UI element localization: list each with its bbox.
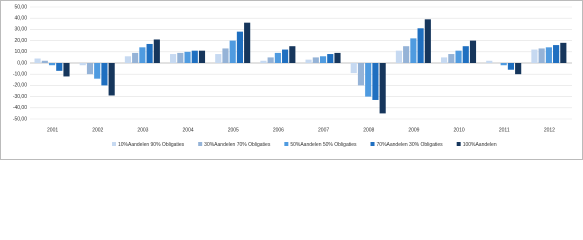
- bar: [260, 60, 267, 63]
- x-tick-label: 2002: [92, 127, 103, 133]
- legend-swatch: [198, 142, 203, 146]
- y-tick-label: 20,00: [14, 38, 27, 44]
- legend-label: 30%Aandelen 70% Obligaties: [204, 142, 271, 148]
- bar: [403, 46, 410, 63]
- bar: [448, 54, 455, 63]
- bar: [372, 63, 379, 100]
- legend-label: 50%Aandelen 50% Obligaties: [290, 142, 357, 148]
- bar: [538, 48, 545, 63]
- y-tick-label: -20,00: [13, 83, 27, 89]
- x-tick-label: 2008: [363, 127, 374, 133]
- bar: [560, 42, 567, 63]
- bar: [41, 60, 48, 63]
- bar: [515, 63, 522, 75]
- bar: [79, 63, 86, 66]
- bar: [305, 59, 312, 63]
- legend-label: 10%Aandelen 90% Obligaties: [118, 142, 185, 148]
- y-tick-label: 50,00: [14, 4, 27, 10]
- bar: [34, 58, 41, 63]
- bar: [244, 22, 251, 63]
- bar: [357, 63, 365, 86]
- legend-swatch: [456, 142, 461, 146]
- bar: [132, 52, 139, 63]
- bar: [48, 63, 56, 66]
- bar: [153, 39, 160, 63]
- y-tick-label: 40,00: [14, 16, 27, 22]
- legend-swatch: [284, 142, 289, 146]
- bar: [486, 60, 493, 63]
- bar: [198, 50, 206, 63]
- bar: [229, 40, 236, 63]
- bar: [410, 38, 417, 63]
- x-tick-label: 2006: [273, 127, 284, 133]
- bar: [312, 57, 319, 63]
- chart: -50,00 -40,00 -30,00 -20,00 -10,00 0,00 10,00 2…: [0, 0, 583, 160]
- y-tick-label: -30,00: [13, 94, 27, 100]
- y-tick-label: 0,00: [17, 60, 27, 66]
- x-tick-label: 2012: [544, 127, 555, 133]
- bar: [191, 50, 198, 63]
- bar: [56, 63, 63, 71]
- bar: [146, 43, 153, 63]
- bar: [462, 46, 469, 63]
- y-tick-label: 30,00: [14, 27, 27, 33]
- bar: [177, 52, 184, 63]
- bar: [319, 56, 327, 63]
- bar: [274, 52, 281, 63]
- bar: [184, 51, 191, 63]
- legend-swatch: [370, 142, 375, 146]
- y-tick-label: -40,00: [13, 105, 27, 111]
- x-tick-label: 2009: [408, 127, 419, 133]
- x-tick-label: 2003: [137, 127, 148, 133]
- bar: [108, 63, 115, 96]
- bar: [395, 50, 402, 63]
- bar: [500, 63, 507, 66]
- x-tick-label: 2010: [454, 127, 465, 133]
- x-tick-label: 2005: [228, 127, 239, 133]
- bar: [94, 63, 101, 79]
- bar: [507, 63, 515, 70]
- bar: [282, 49, 289, 63]
- y-tick-label: 10,00: [14, 49, 27, 55]
- legend-label: 100%Aandelen: [463, 142, 497, 148]
- bar: [215, 54, 222, 63]
- bar: [86, 63, 94, 75]
- bar: [327, 54, 334, 63]
- bar: [545, 47, 552, 63]
- bar: [139, 47, 146, 63]
- bar: [124, 56, 131, 63]
- bar: [379, 63, 386, 114]
- bar: [236, 31, 244, 63]
- bar: [267, 57, 274, 63]
- legend-swatch: [112, 142, 116, 146]
- bar: [222, 48, 229, 63]
- bar: [424, 19, 431, 63]
- bar: [455, 50, 462, 63]
- bar: [289, 46, 296, 63]
- bar: [334, 52, 341, 63]
- chart-border: [0, 0, 583, 160]
- y-tick-label: -10,00: [13, 72, 27, 78]
- bar: [441, 57, 448, 63]
- bar: [531, 49, 538, 63]
- legend-label: 70%Aandelen 30% Obligaties: [377, 142, 444, 148]
- bar: [469, 40, 477, 63]
- x-tick-label: 2001: [47, 127, 58, 133]
- x-tick-label: 2004: [183, 127, 194, 133]
- bar: [553, 45, 560, 63]
- y-tick-label: -50,00: [13, 116, 27, 122]
- x-tick-label: 2011: [499, 127, 510, 133]
- bar: [101, 63, 108, 86]
- bar: [365, 63, 372, 97]
- bar: [417, 28, 424, 64]
- bar: [63, 63, 70, 77]
- bar: [170, 54, 177, 63]
- bar: [350, 63, 357, 74]
- x-tick-label: 2007: [318, 127, 329, 133]
